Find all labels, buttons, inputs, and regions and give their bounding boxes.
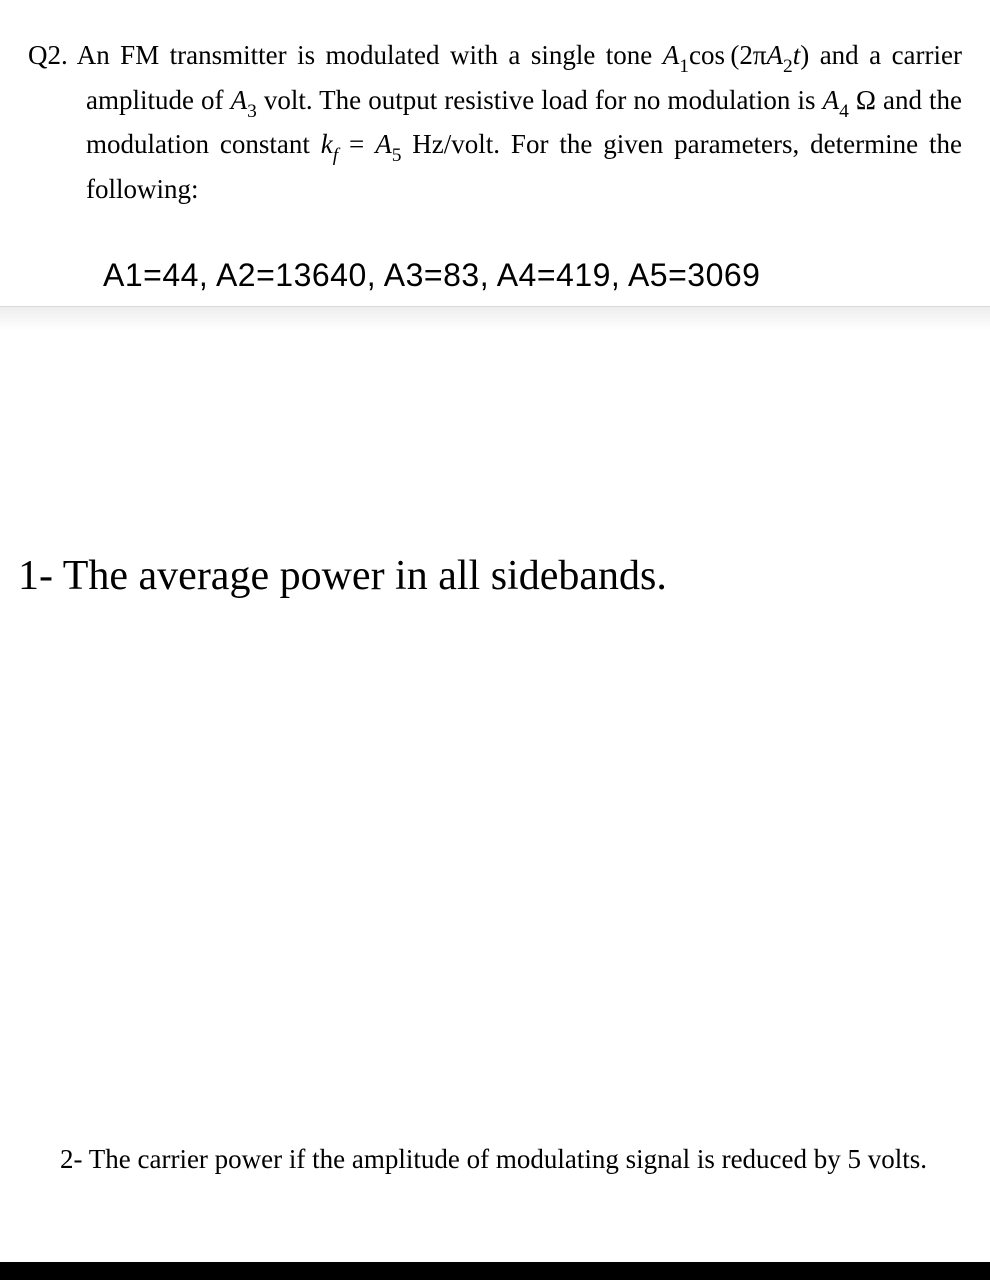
paren-open: (2π: [730, 40, 766, 70]
parameters-line: A1=44, A2=13640, A3=83, A4=419, A5=3069: [28, 257, 962, 294]
q-text-5: =: [338, 129, 375, 159]
var-a5-sub: 5: [392, 145, 402, 166]
var-a1-sub: 1: [679, 56, 689, 77]
var-a3-sub: 3: [247, 101, 257, 122]
part-2-text: The carrier power if the amplitude of mo…: [83, 1144, 928, 1174]
var-a2-sub: 2: [783, 56, 793, 77]
q-text-1: An FM transmitter is modulated with a si…: [77, 40, 663, 70]
part-1: 1- The average power in all sidebands.: [0, 549, 990, 604]
var-a5-base: A: [375, 129, 392, 159]
bottom-bar: [0, 1262, 990, 1280]
part-2-number: 2-: [60, 1144, 83, 1174]
var-kf-sub: f: [333, 145, 338, 166]
var-kf-base: k: [321, 129, 333, 159]
var-a4-sub: 4: [839, 101, 849, 122]
var-a4-base: A: [823, 85, 840, 115]
q-text-3: volt. The output resistive load for no m…: [257, 85, 823, 115]
var-a3-base: A: [231, 85, 248, 115]
part-1-text: The average power in all sidebands.: [53, 553, 667, 599]
divider-shadow: [0, 307, 990, 331]
var-a2-base: A: [767, 40, 784, 70]
var-a1-base: A: [663, 40, 680, 70]
question-text: Q2. An FM transmitter is modulated with …: [28, 35, 962, 209]
cos-fn: cos: [689, 40, 725, 70]
question-number: Q2.: [28, 40, 68, 70]
paren-close: ): [800, 40, 809, 70]
part-2: 2- The carrier power if the amplitude of…: [0, 1139, 990, 1180]
part-1-number: 1-: [18, 553, 53, 599]
